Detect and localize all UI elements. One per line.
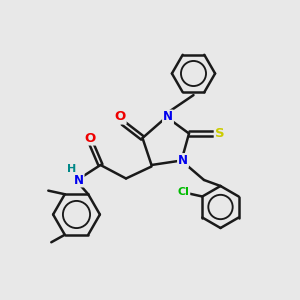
- Text: S: S: [215, 127, 224, 140]
- Text: N: N: [163, 110, 173, 124]
- Text: Cl: Cl: [178, 187, 189, 197]
- Text: N: N: [74, 173, 84, 187]
- Text: N: N: [178, 154, 188, 167]
- Text: O: O: [114, 110, 126, 124]
- Text: H: H: [68, 164, 76, 175]
- Text: O: O: [84, 131, 96, 145]
